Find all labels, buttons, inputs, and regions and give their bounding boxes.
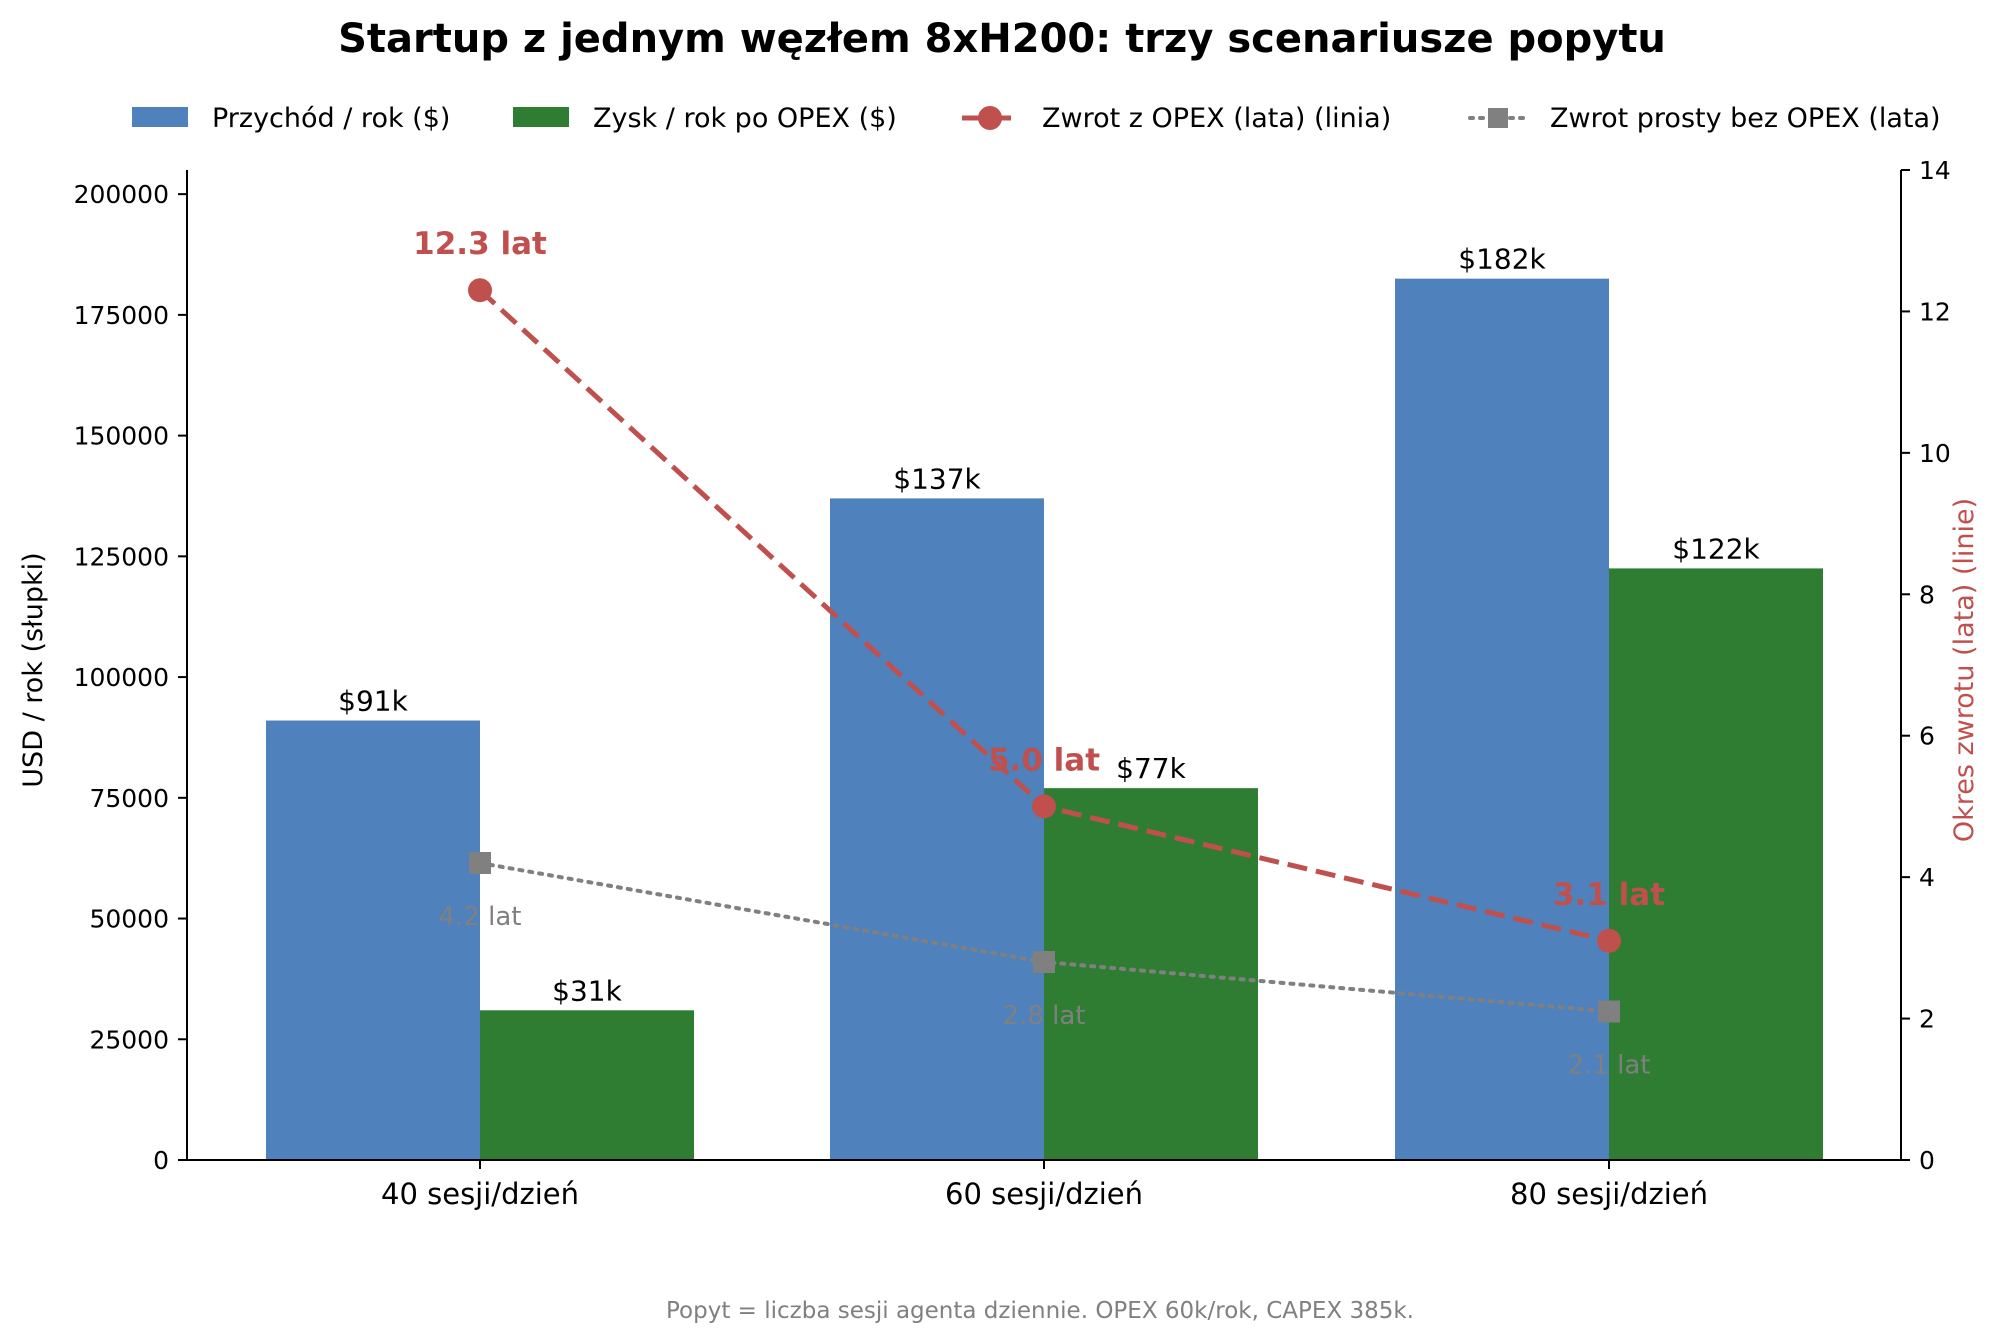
y-tick-label-left: 75000 bbox=[89, 784, 169, 813]
chart-title: Startup z jednym węzłem 8xH200: trzy sce… bbox=[338, 16, 1666, 62]
y-tick-label-right: 4 bbox=[1919, 863, 1935, 892]
y-tick-label-right: 2 bbox=[1919, 1005, 1935, 1034]
bar-revenue-2 bbox=[1395, 278, 1609, 1160]
y-tick-label-left: 0 bbox=[153, 1146, 169, 1175]
legend: Przychód / rok ($) Zysk / rok po OPEX ($)… bbox=[132, 103, 1941, 134]
axes: 0 25000 50000 75000 100000 125000 150000 175000… bbox=[74, 156, 1951, 1211]
y-tick-label-right: 8 bbox=[1919, 580, 1935, 609]
bar-profit-0 bbox=[480, 1010, 694, 1160]
payback-simple-label: 2.1 lat bbox=[1568, 1051, 1651, 1081]
legend-swatch-bar bbox=[513, 107, 569, 127]
y-tick-label-right: 12 bbox=[1919, 297, 1951, 326]
y-axis-label-left: USD / rok (słupki) bbox=[18, 552, 49, 787]
y-tick-label-left: 150000 bbox=[74, 422, 169, 451]
y-tick-label-right: 14 bbox=[1919, 156, 1951, 185]
payback-opex-point bbox=[1597, 928, 1621, 953]
y-tick-label-right: 10 bbox=[1919, 439, 1951, 468]
x-tick-label: 60 sesji/dzień bbox=[945, 1177, 1143, 1211]
legend-label: Zwrot z OPEX (lata) (linia) bbox=[1042, 103, 1391, 134]
y-tick-label-left: 125000 bbox=[74, 542, 169, 571]
y-tick-label-left: 50000 bbox=[89, 905, 169, 934]
payback-opex-point bbox=[468, 278, 492, 303]
x-tick-label: 40 sesji/dzień bbox=[381, 1177, 579, 1211]
bar-value-label: $122k bbox=[1672, 532, 1760, 565]
legend-label: Zysk / rok po OPEX ($) bbox=[593, 103, 897, 134]
legend-label: Zwrot prosty bez OPEX (lata) bbox=[1550, 103, 1941, 134]
bar-value-label: $77k bbox=[1116, 752, 1186, 785]
bar-value-label: $31k bbox=[552, 974, 622, 1007]
y-tick-label-left: 25000 bbox=[89, 1025, 169, 1054]
y-tick-label-left: 175000 bbox=[74, 301, 169, 330]
legend-swatch-bar bbox=[132, 107, 188, 127]
payback-simple-label: 4.2 lat bbox=[439, 902, 522, 932]
payback-opex-label: 5.0 lat bbox=[988, 742, 1100, 778]
y-tick-label-right: 6 bbox=[1919, 722, 1935, 751]
legend-label: Przychód / rok ($) bbox=[212, 103, 450, 134]
legend-swatch-marker bbox=[978, 106, 1002, 130]
lines: 12.3 lat 5.0 lat 3.1 lat 4.2 lat 2.8 lat 2.1 … bbox=[413, 226, 1665, 1080]
bar-profit-1 bbox=[1044, 788, 1258, 1160]
legend-swatch-marker bbox=[1488, 108, 1508, 128]
payback-simple-point bbox=[469, 852, 491, 874]
bars bbox=[266, 278, 1823, 1160]
bar-value-label: $137k bbox=[893, 462, 981, 495]
payback-simple-label: 2.8 lat bbox=[1003, 1001, 1086, 1031]
bar-labels: $91k $137k $182k $31k $77k $122k bbox=[338, 243, 1760, 1008]
bar-profit-2 bbox=[1609, 568, 1823, 1160]
bar-value-label: $182k bbox=[1458, 243, 1546, 276]
y-tick-label-left: 100000 bbox=[74, 663, 169, 692]
payback-opex-point bbox=[1032, 794, 1056, 819]
y-tick-label-right: 0 bbox=[1919, 1146, 1935, 1175]
x-tick-label: 80 sesji/dzień bbox=[1510, 1177, 1708, 1211]
bar-revenue-1 bbox=[830, 498, 1044, 1160]
payback-simple-point bbox=[1598, 1000, 1620, 1023]
y-axis-label-right: Okres zwrotu (lata) (linie) bbox=[1949, 498, 1980, 842]
y-tick-label-left: 200000 bbox=[74, 180, 169, 209]
footnote: Popyt = liczba sesji agenta dziennie. OP… bbox=[666, 1298, 1414, 1324]
payback-opex-label: 12.3 lat bbox=[413, 226, 547, 262]
bar-value-label: $91k bbox=[338, 685, 408, 718]
payback-opex-label: 3.1 lat bbox=[1553, 877, 1665, 913]
bar-revenue-0 bbox=[266, 720, 480, 1160]
payback-simple-point bbox=[1033, 951, 1055, 973]
